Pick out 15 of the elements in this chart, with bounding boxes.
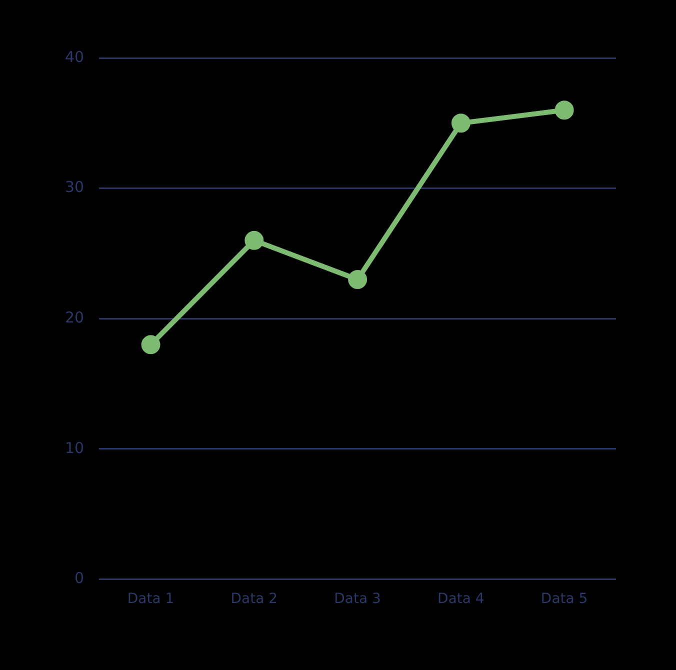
y-tick-label: 40 (64, 48, 84, 66)
y-tick-label: 30 (64, 178, 84, 196)
y-tick-label: 20 (64, 308, 84, 326)
x-tick-label: Data 2 (230, 591, 278, 608)
x-tick-label: Data 4 (438, 591, 484, 608)
y-tick-label: 0 (74, 569, 84, 588)
point (244, 230, 264, 250)
point (451, 114, 470, 133)
x-tick-label: Data 5 (540, 591, 588, 608)
point (348, 270, 368, 290)
x-tick-label: Data 3 (334, 591, 381, 608)
point (554, 100, 574, 120)
point (141, 335, 160, 354)
x-tick-label: Data 1 (127, 591, 174, 608)
y-tick-label: 10 (64, 438, 84, 457)
